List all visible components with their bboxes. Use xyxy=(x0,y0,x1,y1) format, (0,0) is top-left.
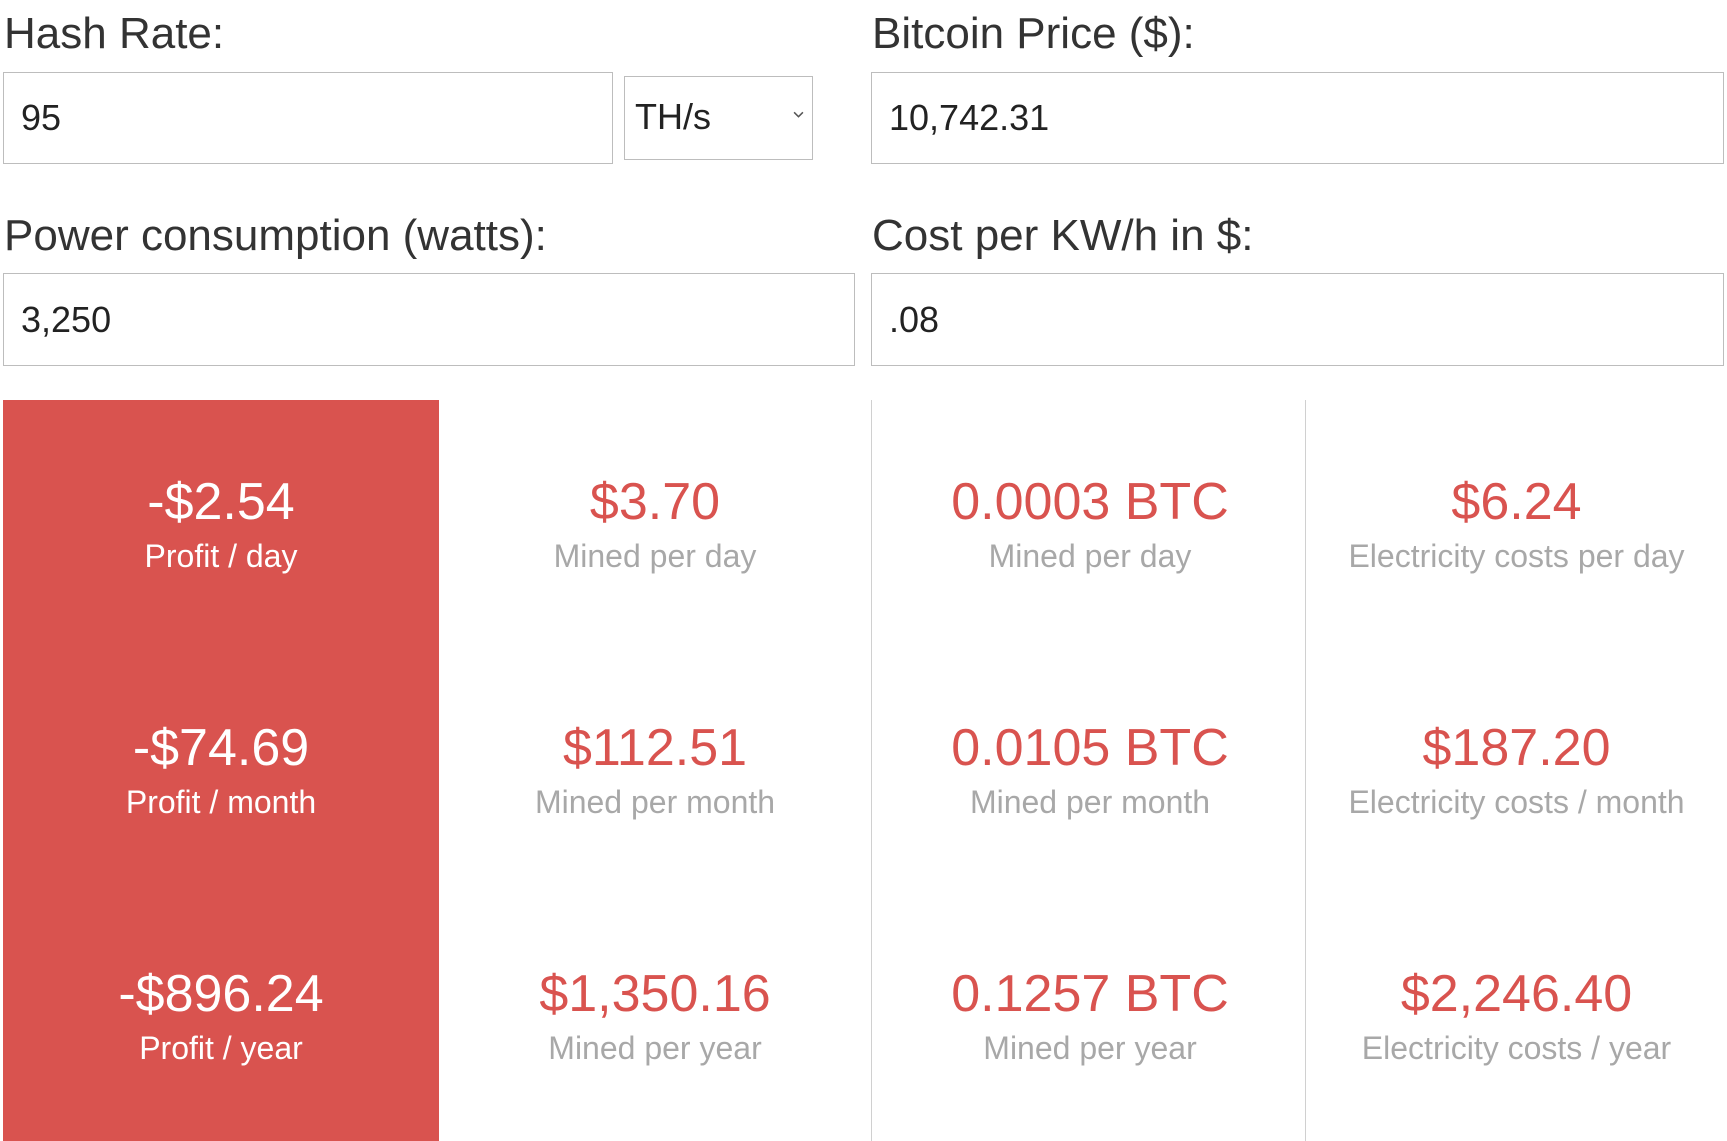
profit-month-stat: -$74.69 Profit / month xyxy=(3,718,439,822)
column-divider xyxy=(871,400,872,1141)
cost-per-kwh-input[interactable] xyxy=(871,273,1724,366)
column-divider xyxy=(1305,400,1306,1141)
stat-caption: Electricity costs per day xyxy=(1348,538,1685,574)
power-consumption-label: Power consumption (watts): xyxy=(4,211,547,260)
stat-caption: Mined per year xyxy=(548,1030,762,1066)
hash-rate-unit-select[interactable]: TH/s xyxy=(624,76,813,160)
stat-value: $3.70 xyxy=(589,473,721,531)
stat-value: -$74.69 xyxy=(132,719,310,777)
electricity-year-stat: $2,246.40 Electricity costs / year xyxy=(1306,964,1727,1068)
stat-value: 0.1257 BTC xyxy=(951,965,1229,1023)
power-consumption-input[interactable] xyxy=(3,273,855,366)
hash-rate-label: Hash Rate: xyxy=(4,9,225,58)
mined-usd-day-stat: $3.70 Mined per day xyxy=(437,472,873,576)
profit-year-stat: -$896.24 Profit / year xyxy=(3,964,439,1068)
bitcoin-price-label: Bitcoin Price ($): xyxy=(872,9,1195,58)
hash-rate-input[interactable] xyxy=(3,72,613,164)
stat-caption: Mined per day xyxy=(988,538,1192,574)
electricity-month-stat: $187.20 Electricity costs / month xyxy=(1306,718,1727,822)
profit-column xyxy=(3,400,439,1141)
stat-value: $6.24 xyxy=(1451,473,1582,531)
electricity-day-stat: $6.24 Electricity costs per day xyxy=(1306,472,1727,576)
stat-caption: Electricity costs / year xyxy=(1361,1030,1672,1066)
mined-btc-month-stat: 0.0105 BTC Mined per month xyxy=(872,718,1308,822)
chevron-down-icon xyxy=(793,111,804,118)
hash-rate-unit-value: TH/s xyxy=(635,96,711,137)
mined-btc-year-stat: 0.1257 BTC Mined per year xyxy=(872,964,1308,1068)
stat-value: $187.20 xyxy=(1422,719,1611,777)
stat-caption: Mined per day xyxy=(553,538,757,574)
stat-value: 0.0105 BTC xyxy=(951,719,1229,777)
profit-day-stat: -$2.54 Profit / day xyxy=(3,472,439,576)
stat-value: -$896.24 xyxy=(118,965,324,1023)
stat-caption: Mined per month xyxy=(534,784,776,820)
stat-caption: Mined per month xyxy=(969,784,1211,820)
bitcoin-price-input[interactable] xyxy=(871,72,1724,164)
stat-value: $112.51 xyxy=(562,719,748,777)
stat-caption: Profit / year xyxy=(139,1030,303,1066)
stat-caption: Electricity costs / month xyxy=(1348,784,1685,820)
stat-value: $2,246.40 xyxy=(1400,965,1633,1023)
stat-caption: Mined per year xyxy=(983,1030,1197,1066)
mined-usd-year-stat: $1,350.16 Mined per year xyxy=(437,964,873,1068)
mined-usd-month-stat: $112.51 Mined per month xyxy=(437,718,873,822)
stat-caption: Profit / day xyxy=(144,538,298,574)
stat-value: $1,350.16 xyxy=(539,965,771,1023)
stat-value: -$2.54 xyxy=(147,473,295,531)
cost-per-kwh-label: Cost per KW/h in $: xyxy=(872,211,1254,260)
stat-caption: Profit / month xyxy=(125,784,317,820)
mined-btc-day-stat: 0.0003 BTC Mined per day xyxy=(872,472,1308,576)
stat-value: 0.0003 BTC xyxy=(951,473,1229,531)
